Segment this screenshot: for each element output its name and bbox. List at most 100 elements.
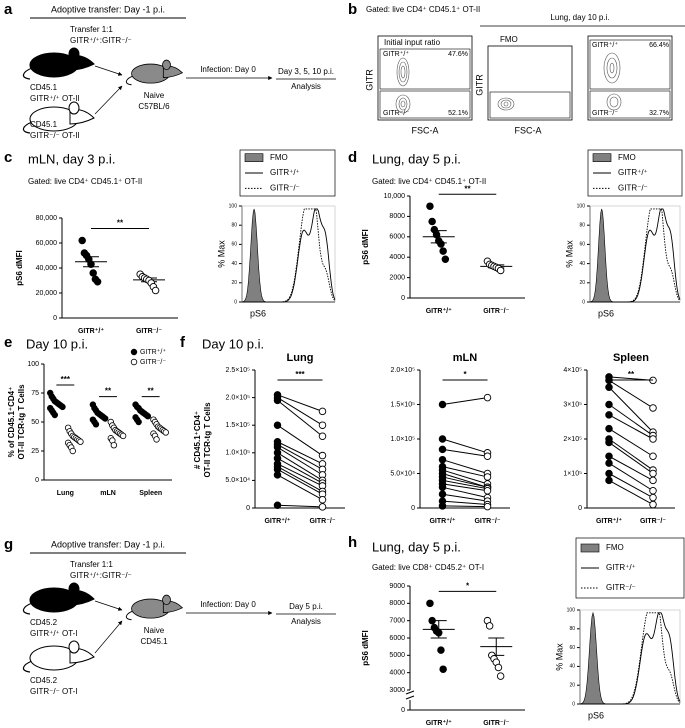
y-tick-label: 0 <box>234 299 237 305</box>
x-tick-label: GITR⁺/⁺ <box>264 517 290 525</box>
pair-line <box>442 479 488 490</box>
y-tick-label: 4000 <box>389 670 405 677</box>
legend-label: GITR⁻/⁻ <box>140 359 166 366</box>
legend-marker <box>130 348 138 356</box>
y-tick-label: 0 <box>401 295 405 302</box>
y-tick-label: 2.5×10⁵ <box>225 367 250 374</box>
donor1-line1: CD45.1 <box>30 83 58 92</box>
recipient-line1: Naive <box>144 91 165 100</box>
transfer-arrow <box>94 65 123 76</box>
donor1-line2: GITR⁺/⁺ OT-I <box>30 629 78 638</box>
y-tick-label: 2000 <box>389 274 405 281</box>
data-point <box>273 501 282 509</box>
data-point <box>649 452 657 461</box>
pair-line <box>277 463 323 487</box>
data-point <box>441 255 450 263</box>
pair-line <box>442 466 488 478</box>
flow-plot-title: Initial input ratio <box>384 38 441 47</box>
x-tick-label: GITR⁺/⁺ <box>426 307 452 315</box>
pair-line <box>608 462 654 492</box>
gate-percent: 66.4% <box>649 42 669 49</box>
data-point <box>605 452 613 461</box>
y-tick-label: 80 <box>569 626 575 632</box>
gate-top <box>379 48 471 90</box>
panel-letter: h <box>348 534 357 551</box>
y-tick-label: 1×10⁵ <box>563 470 582 477</box>
transfer-arrow <box>94 600 123 611</box>
donor2-line2: GITR⁻/⁻ OT-I <box>30 687 78 696</box>
y-tick-label: 0 <box>35 477 39 484</box>
panel-subtitle: Gated: live CD4⁺ CD45.1⁺ OT-II <box>372 177 486 186</box>
header: Lung, day 10 p.i. <box>550 13 609 22</box>
gate-label: GITR⁻/⁻ <box>383 110 409 117</box>
y-tick-label: 1.0×10⁵ <box>390 436 415 443</box>
y-tick-label: 20 <box>231 280 237 286</box>
pair-line <box>442 483 488 492</box>
panel-title: mLN, day 3 p.i. <box>28 151 115 166</box>
pair-line <box>442 448 488 457</box>
gate-bottom <box>489 91 571 119</box>
data-point <box>89 269 97 277</box>
pair-line <box>608 473 654 499</box>
y-tick-label: 100 <box>577 203 586 209</box>
y-tick-label: 10,000 <box>384 193 406 200</box>
pair-line <box>608 455 654 481</box>
x-label: pS6 <box>250 308 266 318</box>
data-point <box>318 451 327 460</box>
contour <box>603 52 622 111</box>
legend-label: GITR⁻/⁻ <box>618 183 648 192</box>
data-point <box>438 435 447 443</box>
data-point <box>318 421 327 429</box>
donor2-line1: CD45.2 <box>30 676 58 685</box>
panel-letter: f <box>180 334 186 351</box>
data-point <box>649 487 657 495</box>
y-tick-label: 60 <box>579 242 585 248</box>
data-point <box>435 629 443 637</box>
flow-plot-frame <box>587 35 673 121</box>
gate-top <box>589 39 671 90</box>
donor1-line2: GITR⁺/⁺ OT-II <box>30 94 80 103</box>
legend-label: GITR⁻/⁻ <box>270 183 300 192</box>
pair-line <box>442 469 488 485</box>
panel-title: Lung, day 5 p.i. <box>372 539 461 554</box>
y-tick-label: 0 <box>53 315 57 322</box>
significance: *** <box>61 375 71 384</box>
significance: * <box>466 581 470 590</box>
legend-swatch <box>592 153 612 162</box>
data-point <box>438 445 447 454</box>
y-tick-label: 4000 <box>389 254 405 261</box>
pair-line <box>442 438 488 454</box>
panel-subtitle: Gated: live CD8⁺ CD45.2⁺ OT-I <box>372 563 484 572</box>
panel-b: b Gated: live CD4⁺ CD45.1⁺ OT-II Lung, d… <box>348 1 685 135</box>
data-point <box>483 487 492 495</box>
y-label: OT-II TCR-tg T Cells <box>203 402 212 478</box>
panel-subtitle: Gated: live CD4⁺ CD45.1⁺ OT-II <box>28 177 142 186</box>
legend-label: FMO <box>618 153 636 162</box>
donor2-line1: CD45.1 <box>30 120 58 129</box>
pair-line <box>277 424 323 456</box>
data-point <box>438 502 447 510</box>
legend-swatch <box>244 153 264 162</box>
histogram-curve <box>580 612 681 705</box>
flow-plot-title: FMO <box>500 35 518 44</box>
data-point <box>437 240 445 248</box>
data-point <box>110 442 118 449</box>
data-point <box>494 663 503 672</box>
data-point <box>605 424 613 433</box>
data-point <box>485 622 494 630</box>
y-tick-label: 80,000 <box>36 215 58 222</box>
donor2-line2: GITR⁻/⁻ OT-II <box>30 131 80 140</box>
pair-line <box>442 486 488 499</box>
y-tick-label: 7000 <box>389 618 405 625</box>
panel-g: g Adoptive transfer: Day -1 p.i. Transfe… <box>4 536 336 696</box>
y-tick-label: 1.0×10⁵ <box>225 450 250 457</box>
panel-letter: g <box>4 536 13 553</box>
significance: ** <box>105 387 112 396</box>
donor-mouse-black <box>22 47 95 80</box>
y-tick-label: 3×10⁵ <box>563 401 582 408</box>
x-label: pS6 <box>588 710 604 720</box>
y-tick-label: 20 <box>569 683 575 689</box>
y-tick-label: 8000 <box>389 213 405 220</box>
